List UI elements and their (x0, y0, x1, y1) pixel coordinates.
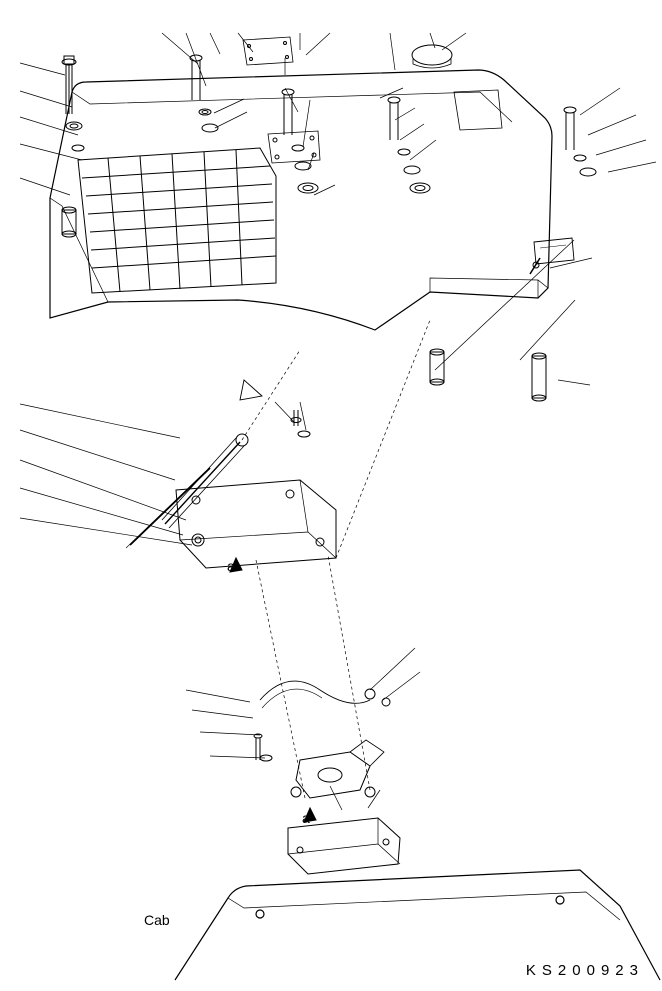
diagram-svg (0, 0, 662, 991)
technical-diagram (0, 0, 662, 991)
cab-label: Cab (144, 912, 170, 928)
ref-a-label-2: a (302, 810, 310, 826)
part-id: KS200923 (526, 962, 644, 979)
ref-a-label-1: a (227, 558, 235, 574)
